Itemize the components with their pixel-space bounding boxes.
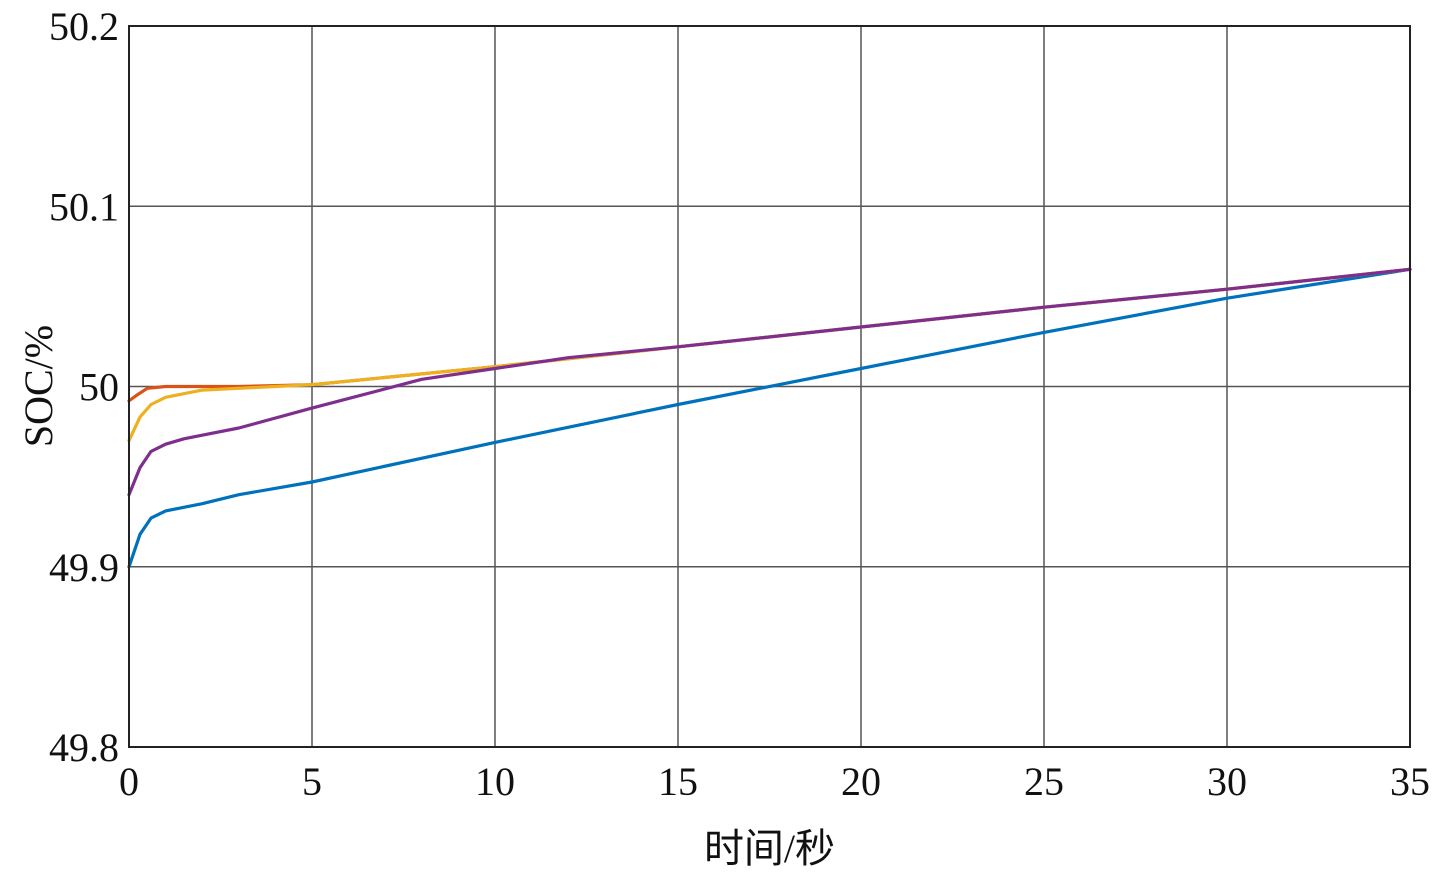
y-tick-label: 49.9 [49, 545, 119, 590]
y-tick-label: 50 [79, 365, 119, 410]
y-axis-title: SOC/% [16, 325, 61, 447]
x-tick-label: 10 [475, 759, 515, 804]
y-tick-label: 49.8 [49, 725, 119, 770]
series-line-4 [127, 267, 1412, 497]
series-lines [127, 267, 1412, 569]
x-tick-label: 25 [1024, 759, 1064, 804]
series-line-1 [127, 267, 1412, 569]
y-tick-labels: 49.8 49.9 50 50.1 50.2 [49, 4, 119, 770]
x-tick-label: 20 [841, 759, 881, 804]
x-tick-label: 15 [658, 759, 698, 804]
x-tick-label: 0 [119, 759, 139, 804]
y-tick-label: 50.1 [49, 184, 119, 229]
x-tick-label: 35 [1390, 759, 1430, 804]
grid-lines [129, 26, 1410, 747]
y-tick-label: 50.2 [49, 4, 119, 49]
x-axis-title: 时间/秒 [704, 826, 835, 871]
x-tick-label: 5 [302, 759, 322, 804]
plot-frame [128, 25, 1411, 748]
x-tick-label: 30 [1207, 759, 1247, 804]
x-tick-labels: 0 5 10 15 20 25 30 35 [119, 759, 1430, 804]
